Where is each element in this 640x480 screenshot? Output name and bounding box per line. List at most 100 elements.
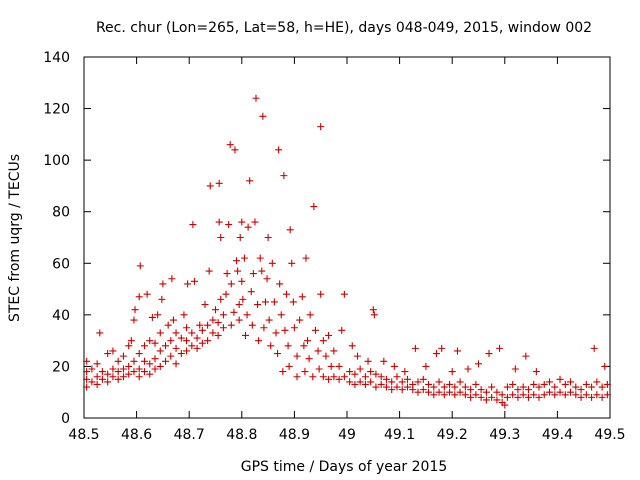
data-point-marker	[183, 324, 191, 332]
data-point-marker	[501, 401, 509, 409]
data-point-marker	[546, 388, 554, 396]
data-point-marker	[225, 221, 233, 229]
data-point-marker	[249, 270, 257, 278]
data-point-marker	[530, 391, 538, 399]
data-point-marker	[93, 360, 101, 368]
data-point-marker	[582, 380, 590, 388]
x-tick-label: 48.9	[279, 427, 310, 443]
data-point-marker	[140, 368, 148, 376]
x-tick-label: 49.4	[542, 427, 573, 443]
data-point-marker	[364, 357, 372, 365]
data-point-marker	[289, 298, 297, 306]
data-point-marker	[259, 112, 267, 120]
data-point-marker	[109, 365, 117, 373]
data-point-marker	[340, 290, 348, 298]
data-point-marker	[546, 378, 554, 386]
data-point-marker	[104, 350, 112, 358]
data-point-marker	[130, 357, 138, 365]
data-point-marker	[236, 234, 244, 241]
data-point-marker	[154, 311, 162, 319]
data-point-marker	[104, 378, 112, 386]
data-point-marker	[388, 386, 396, 394]
data-point-marker	[572, 383, 580, 391]
data-point-marker	[464, 365, 472, 373]
data-point-marker	[477, 386, 485, 394]
data-point-marker	[243, 311, 251, 319]
data-point-marker	[540, 391, 548, 399]
data-point-marker	[293, 352, 301, 360]
data-point-marker	[425, 380, 433, 388]
data-point-marker	[188, 329, 196, 337]
data-point-marker	[268, 259, 276, 267]
data-point-marker	[582, 391, 590, 399]
data-point-marker	[451, 391, 459, 399]
data-point-marker	[482, 396, 490, 404]
data-point-marker	[219, 311, 227, 319]
data-point-marker	[280, 172, 288, 180]
data-point-marker	[524, 393, 532, 401]
data-point-marker	[204, 321, 212, 329]
data-point-marker	[453, 347, 461, 355]
data-point-marker	[432, 350, 440, 358]
y-axis-label: STEC from uqrg / TECUs	[7, 154, 23, 322]
data-point-marker	[146, 370, 154, 378]
data-point-marker	[461, 391, 469, 399]
x-tick-label: 49.5	[594, 427, 625, 443]
data-point-marker	[327, 362, 335, 370]
data-point-marker	[258, 267, 266, 275]
data-point-marker	[440, 383, 448, 391]
data-point-marker	[317, 290, 325, 298]
data-point-marker	[603, 380, 611, 388]
data-point-marker	[475, 360, 482, 368]
data-point-marker	[305, 355, 313, 363]
data-point-marker	[403, 383, 411, 391]
data-point-marker	[135, 293, 143, 301]
data-point-marker	[485, 350, 493, 358]
data-point-marker	[356, 378, 364, 386]
data-point-marker	[503, 393, 511, 401]
data-point-marker	[519, 383, 527, 391]
data-point-marker	[561, 380, 569, 388]
data-point-marker	[276, 280, 284, 288]
data-point-marker	[398, 386, 406, 394]
x-tick-label: 49.3	[489, 427, 520, 443]
data-point-marker	[414, 388, 422, 396]
data-point-marker	[472, 380, 480, 388]
data-point-marker	[286, 226, 294, 234]
data-point-marker	[130, 316, 138, 324]
data-point-marker	[96, 329, 104, 337]
data-point-marker	[209, 329, 217, 337]
data-point-marker	[567, 378, 575, 386]
data-point-marker	[238, 277, 246, 285]
data-point-marker	[419, 375, 427, 383]
data-point-marker	[367, 368, 375, 376]
data-point-marker	[319, 337, 327, 345]
x-tick-label: 48.5	[68, 427, 99, 443]
plot-frame-group	[83, 56, 611, 419]
data-point-marker	[205, 267, 213, 275]
data-point-marker	[393, 373, 401, 381]
y-tick-label: 60	[52, 256, 70, 272]
data-point-marker	[380, 357, 388, 365]
data-point-marker	[311, 326, 319, 334]
data-point-marker	[217, 234, 225, 241]
data-point-marker	[493, 388, 501, 396]
data-point-marker	[177, 334, 185, 342]
data-point-marker	[272, 329, 280, 337]
data-point-marker	[177, 350, 185, 358]
data-point-marker	[535, 383, 543, 391]
data-point-marker	[556, 375, 564, 383]
y-tick-label: 80	[52, 205, 70, 221]
data-point-marker	[265, 316, 273, 324]
data-point-marker	[234, 267, 242, 275]
data-point-marker	[514, 386, 522, 394]
data-point-marker	[361, 380, 369, 388]
data-point-marker	[300, 342, 308, 350]
data-point-marker	[261, 298, 269, 306]
data-point-marker	[201, 301, 209, 309]
data-point-marker	[315, 365, 323, 373]
data-point-marker	[561, 391, 569, 399]
data-point-marker	[369, 306, 377, 314]
data-point-marker	[572, 391, 580, 399]
